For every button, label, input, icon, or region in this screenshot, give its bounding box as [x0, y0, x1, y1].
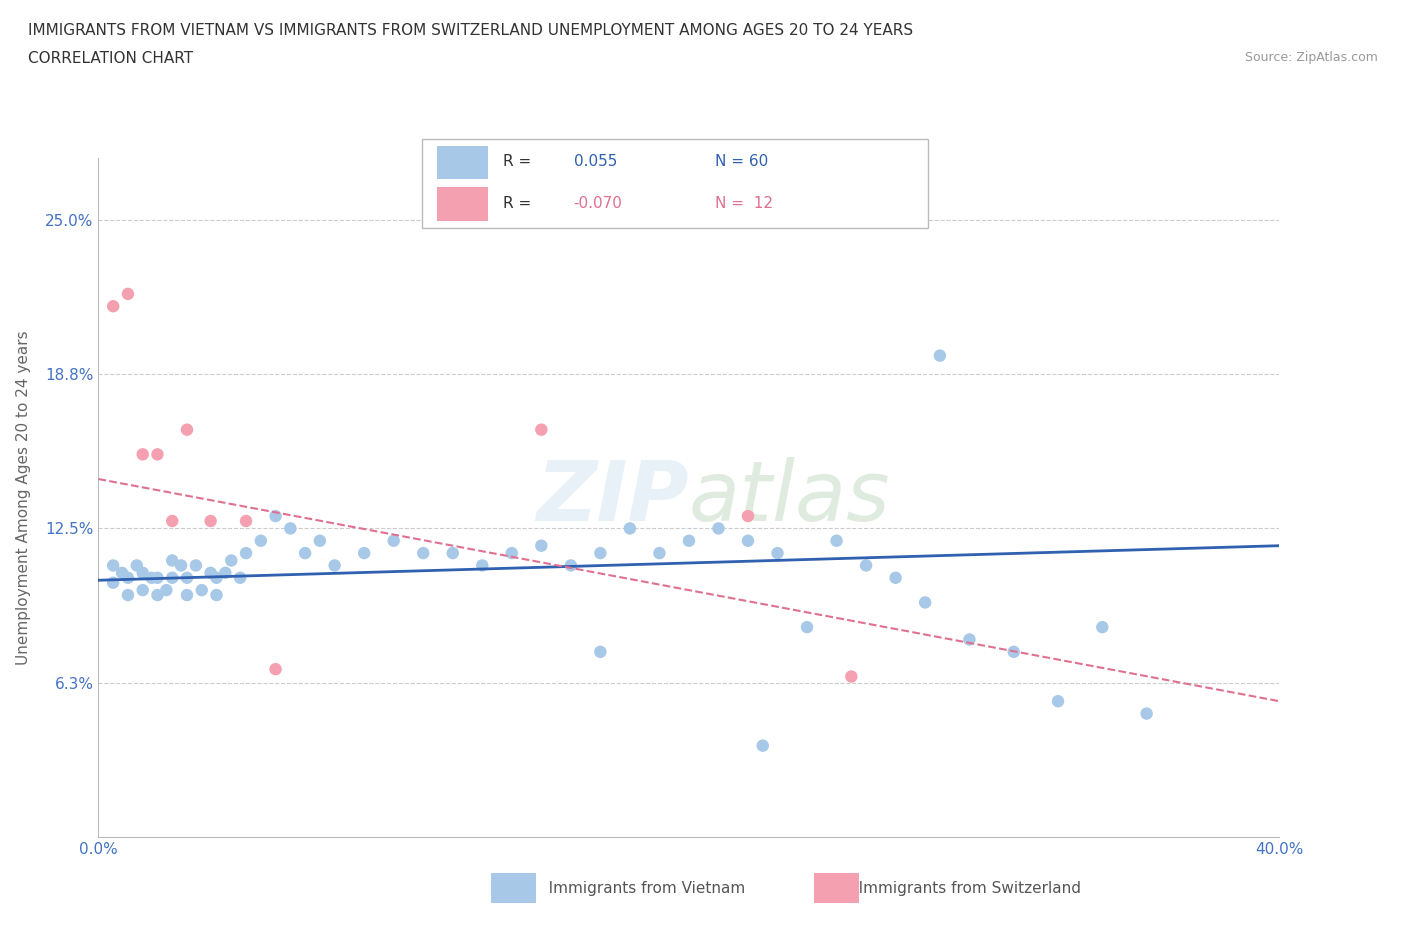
Y-axis label: Unemployment Among Ages 20 to 24 years: Unemployment Among Ages 20 to 24 years	[17, 330, 31, 665]
Text: N = 60: N = 60	[716, 154, 769, 169]
Point	[111, 565, 134, 580]
Point	[280, 521, 302, 536]
Point	[929, 348, 952, 363]
Point	[132, 447, 155, 462]
Point	[766, 546, 789, 561]
Point	[294, 546, 316, 561]
Text: ZIP: ZIP	[536, 457, 689, 538]
Point	[737, 533, 759, 548]
Point	[841, 669, 863, 684]
Point	[825, 533, 848, 548]
Point	[648, 546, 671, 561]
Text: CORRELATION CHART: CORRELATION CHART	[28, 51, 193, 66]
Point	[146, 447, 169, 462]
Point	[235, 546, 257, 561]
Point	[589, 546, 612, 561]
Text: Source: ZipAtlas.com: Source: ZipAtlas.com	[1244, 51, 1378, 64]
Point	[264, 661, 287, 676]
Point	[146, 570, 169, 585]
Point	[103, 299, 125, 313]
Point	[678, 533, 700, 548]
Point	[589, 644, 612, 659]
Text: R =: R =	[503, 196, 531, 211]
Point	[959, 632, 981, 647]
Point	[855, 558, 877, 573]
Text: Immigrants from Switzerland: Immigrants from Switzerland	[844, 881, 1081, 896]
Point	[1091, 619, 1114, 634]
Point	[176, 570, 198, 585]
Point	[146, 588, 169, 603]
Point	[117, 286, 139, 301]
FancyBboxPatch shape	[491, 873, 536, 903]
Point	[323, 558, 346, 573]
Point	[412, 546, 434, 561]
Point	[1046, 694, 1070, 709]
Point	[884, 570, 907, 585]
FancyBboxPatch shape	[422, 140, 928, 228]
Point	[155, 583, 177, 598]
Text: atlas: atlas	[689, 457, 890, 538]
Point	[353, 546, 375, 561]
Point	[162, 553, 183, 568]
Point	[176, 588, 198, 603]
Point	[117, 570, 139, 585]
Point	[125, 558, 148, 573]
Point	[441, 546, 464, 561]
Point	[170, 558, 193, 573]
Point	[132, 565, 155, 580]
Text: R =: R =	[503, 154, 531, 169]
Point	[191, 583, 214, 598]
Point	[103, 558, 125, 573]
FancyBboxPatch shape	[437, 187, 488, 220]
Point	[250, 533, 273, 548]
Point	[200, 565, 222, 580]
Point	[501, 546, 523, 561]
Point	[200, 513, 222, 528]
Point	[382, 533, 405, 548]
FancyBboxPatch shape	[814, 873, 859, 903]
Point	[176, 422, 198, 437]
Point	[214, 565, 236, 580]
Point	[117, 588, 139, 603]
Point	[221, 553, 243, 568]
Point	[914, 595, 936, 610]
Point	[796, 619, 818, 634]
Text: -0.070: -0.070	[574, 196, 623, 211]
Point	[1002, 644, 1025, 659]
Point	[141, 570, 163, 585]
FancyBboxPatch shape	[437, 146, 488, 179]
Point	[264, 509, 287, 524]
Point	[205, 570, 228, 585]
Point	[162, 570, 183, 585]
Point	[752, 738, 775, 753]
Text: Immigrants from Vietnam: Immigrants from Vietnam	[534, 881, 745, 896]
Point	[162, 513, 183, 528]
Text: IMMIGRANTS FROM VIETNAM VS IMMIGRANTS FROM SWITZERLAND UNEMPLOYMENT AMONG AGES 2: IMMIGRANTS FROM VIETNAM VS IMMIGRANTS FR…	[28, 23, 914, 38]
Point	[235, 513, 257, 528]
Text: N =  12: N = 12	[716, 196, 773, 211]
Point	[471, 558, 494, 573]
Text: 0.055: 0.055	[574, 154, 617, 169]
Point	[530, 538, 553, 553]
Point	[132, 583, 155, 598]
Point	[229, 570, 252, 585]
Point	[560, 558, 582, 573]
Point	[707, 521, 730, 536]
Point	[184, 558, 207, 573]
Point	[1136, 706, 1159, 721]
Point	[103, 576, 125, 591]
Point	[737, 509, 759, 524]
Point	[205, 588, 228, 603]
Point	[619, 521, 641, 536]
Point	[309, 533, 332, 548]
Point	[530, 422, 553, 437]
